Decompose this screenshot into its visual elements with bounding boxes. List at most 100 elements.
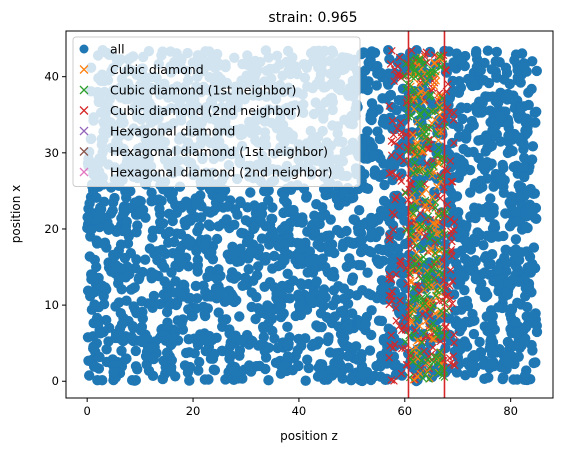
point-all — [530, 202, 542, 214]
point-x — [449, 352, 458, 361]
point-all — [450, 152, 462, 163]
point-x — [419, 253, 428, 261]
point-all — [148, 290, 160, 302]
y-tick-label: 10 — [44, 298, 59, 312]
legend-marker — [79, 85, 89, 95]
point-all — [144, 243, 156, 254]
point-all — [503, 130, 514, 141]
point-x — [433, 353, 442, 361]
point-all — [128, 282, 139, 294]
point-all — [205, 291, 217, 302]
point-x — [415, 55, 424, 63]
point-all — [273, 260, 284, 272]
point-all — [347, 308, 358, 319]
point-all — [121, 216, 132, 227]
point-x — [415, 166, 424, 175]
point-all — [360, 65, 371, 76]
point-x — [421, 79, 430, 88]
point-all — [360, 182, 371, 193]
point-all — [147, 225, 159, 236]
point-all — [211, 332, 222, 343]
point-all — [339, 185, 350, 197]
point-all — [181, 347, 192, 359]
point-all — [95, 203, 106, 215]
point-x — [447, 177, 455, 186]
point-x — [424, 269, 432, 278]
point-x — [445, 354, 454, 362]
point-all — [481, 311, 492, 322]
point-all — [518, 161, 530, 173]
point-all — [129, 197, 141, 208]
point-x — [424, 137, 433, 145]
point-x — [411, 158, 419, 167]
point-all — [515, 247, 527, 258]
point-all — [500, 62, 512, 73]
point-all — [121, 188, 132, 199]
point-all — [519, 59, 530, 70]
point-x — [412, 249, 421, 258]
point-all — [215, 192, 227, 203]
point-all — [311, 276, 322, 287]
point-all — [130, 345, 141, 357]
point-all — [127, 375, 138, 386]
point-all — [236, 227, 247, 239]
point-all — [282, 351, 293, 362]
point-x — [407, 46, 416, 55]
point-x — [430, 335, 438, 344]
point-all — [487, 249, 498, 260]
point-x — [420, 180, 429, 188]
point-all — [98, 212, 109, 223]
point-all — [513, 339, 525, 350]
point-x — [413, 150, 422, 159]
point-all — [258, 323, 269, 334]
point-x — [448, 299, 457, 308]
point-all — [312, 371, 324, 382]
point-x — [424, 138, 433, 146]
point-all — [389, 190, 400, 202]
point-all — [235, 243, 246, 254]
point-x — [416, 120, 425, 129]
point-all — [331, 294, 342, 305]
point-all — [121, 225, 132, 237]
point-x — [443, 103, 452, 112]
point-all — [384, 236, 395, 247]
point-x — [411, 65, 420, 74]
point-x — [385, 270, 394, 279]
point-all — [396, 278, 407, 289]
point-all — [320, 261, 331, 273]
point-all — [156, 195, 167, 207]
point-x — [426, 72, 434, 81]
point-all — [355, 260, 367, 271]
point-x — [423, 58, 431, 67]
point-all — [157, 373, 168, 385]
point-all — [501, 289, 512, 300]
point-x — [424, 212, 433, 220]
point-all — [82, 212, 93, 223]
point-all — [397, 83, 409, 95]
point-all — [356, 234, 368, 245]
point-all — [447, 75, 458, 87]
point-x — [415, 228, 423, 237]
point-all — [228, 331, 239, 342]
point-all — [504, 221, 516, 232]
point-all — [94, 351, 105, 363]
point-x — [409, 131, 417, 139]
point-all — [89, 299, 100, 310]
point-all — [531, 106, 542, 118]
point-all — [181, 215, 193, 226]
point-all — [231, 271, 243, 282]
point-all — [301, 304, 313, 315]
point-all — [364, 345, 376, 356]
point-all — [203, 219, 214, 230]
point-x — [424, 356, 432, 364]
point-all — [272, 342, 283, 354]
point-all — [226, 249, 237, 260]
point-all — [122, 203, 134, 214]
point-all — [459, 336, 470, 347]
point-all — [362, 267, 373, 278]
point-x — [425, 363, 434, 371]
point-x — [429, 219, 437, 228]
point-x — [416, 56, 424, 65]
point-x — [401, 344, 409, 353]
point-x — [433, 294, 441, 302]
